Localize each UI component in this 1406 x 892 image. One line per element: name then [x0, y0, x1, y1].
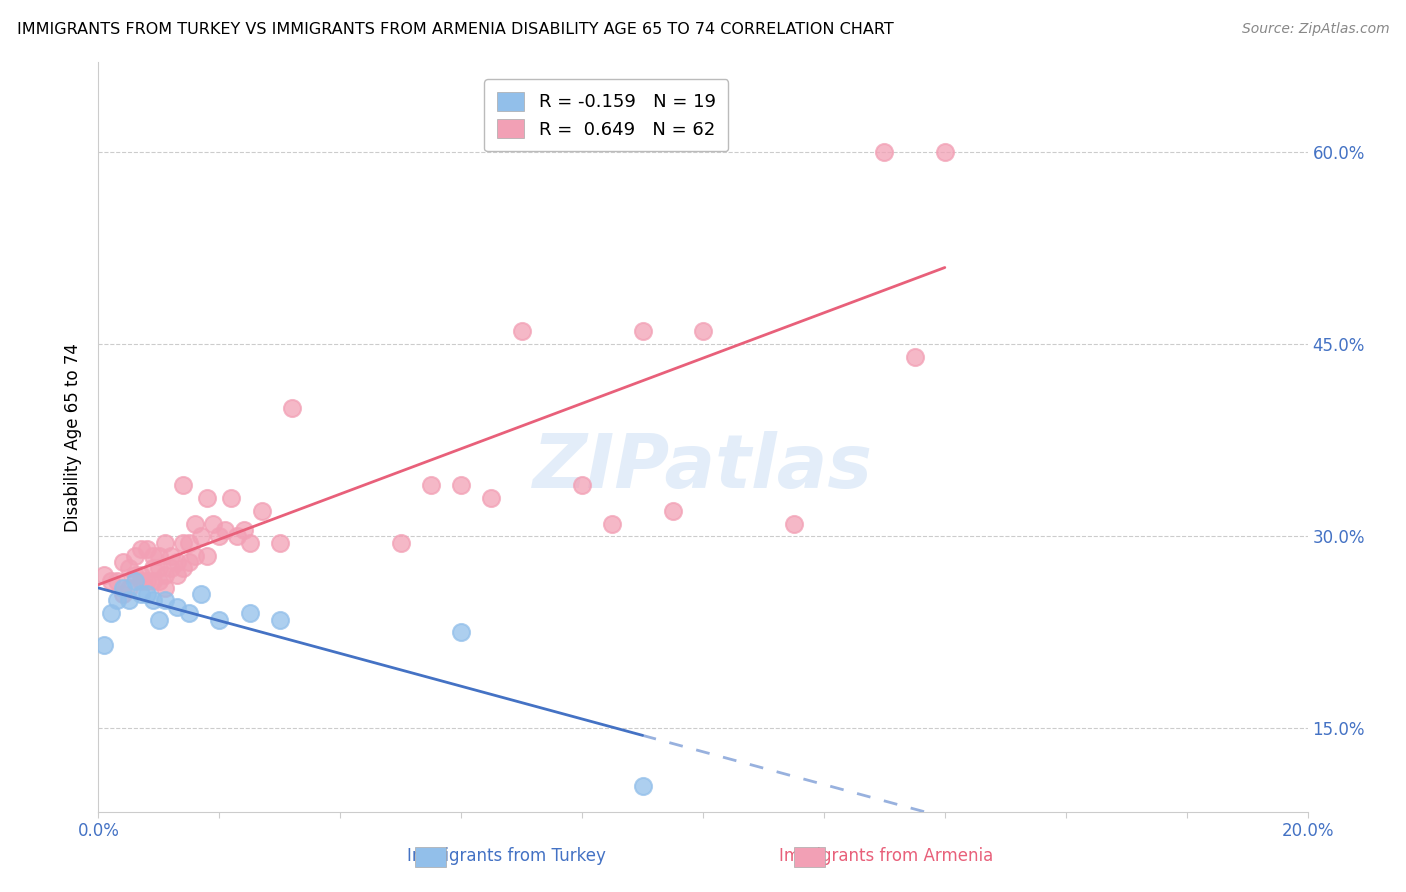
Point	[142, 561, 165, 575]
Text: ZIPatlas: ZIPatlas	[533, 431, 873, 504]
Point	[481, 491, 503, 505]
Point	[190, 529, 212, 543]
Point	[172, 561, 194, 575]
Point	[510, 325, 533, 339]
Point	[129, 587, 152, 601]
Point	[129, 542, 152, 557]
Point	[239, 535, 262, 549]
Point	[202, 516, 225, 531]
Point	[148, 549, 170, 563]
Point	[602, 516, 624, 531]
Point	[129, 567, 152, 582]
Point	[100, 574, 122, 589]
Legend: R = -0.159   N = 19, R =  0.649   N = 62: R = -0.159 N = 19, R = 0.649 N = 62	[484, 79, 728, 152]
Point	[783, 516, 806, 531]
Point	[195, 491, 218, 505]
Point	[153, 593, 176, 607]
Text: Immigrants from Armenia: Immigrants from Armenia	[779, 847, 993, 865]
Point	[172, 478, 194, 492]
Point	[450, 625, 472, 640]
Point	[142, 574, 165, 589]
Point	[208, 529, 231, 543]
Point	[166, 567, 188, 582]
Point	[105, 593, 128, 607]
Point	[661, 504, 683, 518]
Point	[118, 581, 141, 595]
Point	[692, 325, 714, 339]
Point	[129, 574, 152, 589]
Point	[153, 581, 176, 595]
Point	[148, 613, 170, 627]
Point	[118, 593, 141, 607]
Point	[93, 567, 115, 582]
Point	[281, 401, 304, 416]
Point	[100, 606, 122, 620]
Point	[118, 561, 141, 575]
Point	[934, 145, 956, 160]
Point	[142, 593, 165, 607]
Point	[105, 574, 128, 589]
Point	[692, 120, 714, 134]
Point	[389, 535, 412, 549]
Point	[135, 587, 157, 601]
Point	[172, 535, 194, 549]
Point	[904, 350, 927, 364]
Point	[179, 555, 201, 569]
Point	[148, 561, 170, 575]
Point	[232, 523, 254, 537]
Point	[208, 613, 231, 627]
Point	[179, 535, 201, 549]
Point	[111, 587, 134, 601]
Point	[184, 516, 207, 531]
Point	[166, 555, 188, 569]
Point	[631, 779, 654, 793]
Point	[226, 529, 249, 543]
Point	[153, 567, 176, 582]
Point	[124, 567, 146, 582]
Point	[450, 478, 472, 492]
Point	[179, 606, 201, 620]
Point	[135, 542, 157, 557]
Point	[153, 535, 176, 549]
Point	[166, 599, 188, 614]
Point	[221, 491, 243, 505]
Text: IMMIGRANTS FROM TURKEY VS IMMIGRANTS FROM ARMENIA DISABILITY AGE 65 TO 74 CORREL: IMMIGRANTS FROM TURKEY VS IMMIGRANTS FRO…	[17, 22, 894, 37]
Point	[269, 613, 291, 627]
Point	[124, 549, 146, 563]
Point	[873, 145, 896, 160]
Point	[420, 478, 443, 492]
Point	[135, 574, 157, 589]
Point	[124, 574, 146, 589]
Point	[239, 606, 262, 620]
Point	[148, 574, 170, 589]
Point	[160, 561, 183, 575]
Point	[111, 555, 134, 569]
Point	[571, 478, 593, 492]
Point	[269, 535, 291, 549]
Text: Immigrants from Turkey: Immigrants from Turkey	[406, 847, 606, 865]
Point	[190, 587, 212, 601]
Y-axis label: Disability Age 65 to 74: Disability Age 65 to 74	[65, 343, 83, 532]
Point	[184, 549, 207, 563]
Point	[214, 523, 236, 537]
Point	[631, 325, 654, 339]
Point	[160, 549, 183, 563]
Point	[93, 638, 115, 652]
Point	[142, 549, 165, 563]
Text: Source: ZipAtlas.com: Source: ZipAtlas.com	[1241, 22, 1389, 37]
Point	[195, 549, 218, 563]
Point	[250, 504, 273, 518]
Point	[111, 581, 134, 595]
